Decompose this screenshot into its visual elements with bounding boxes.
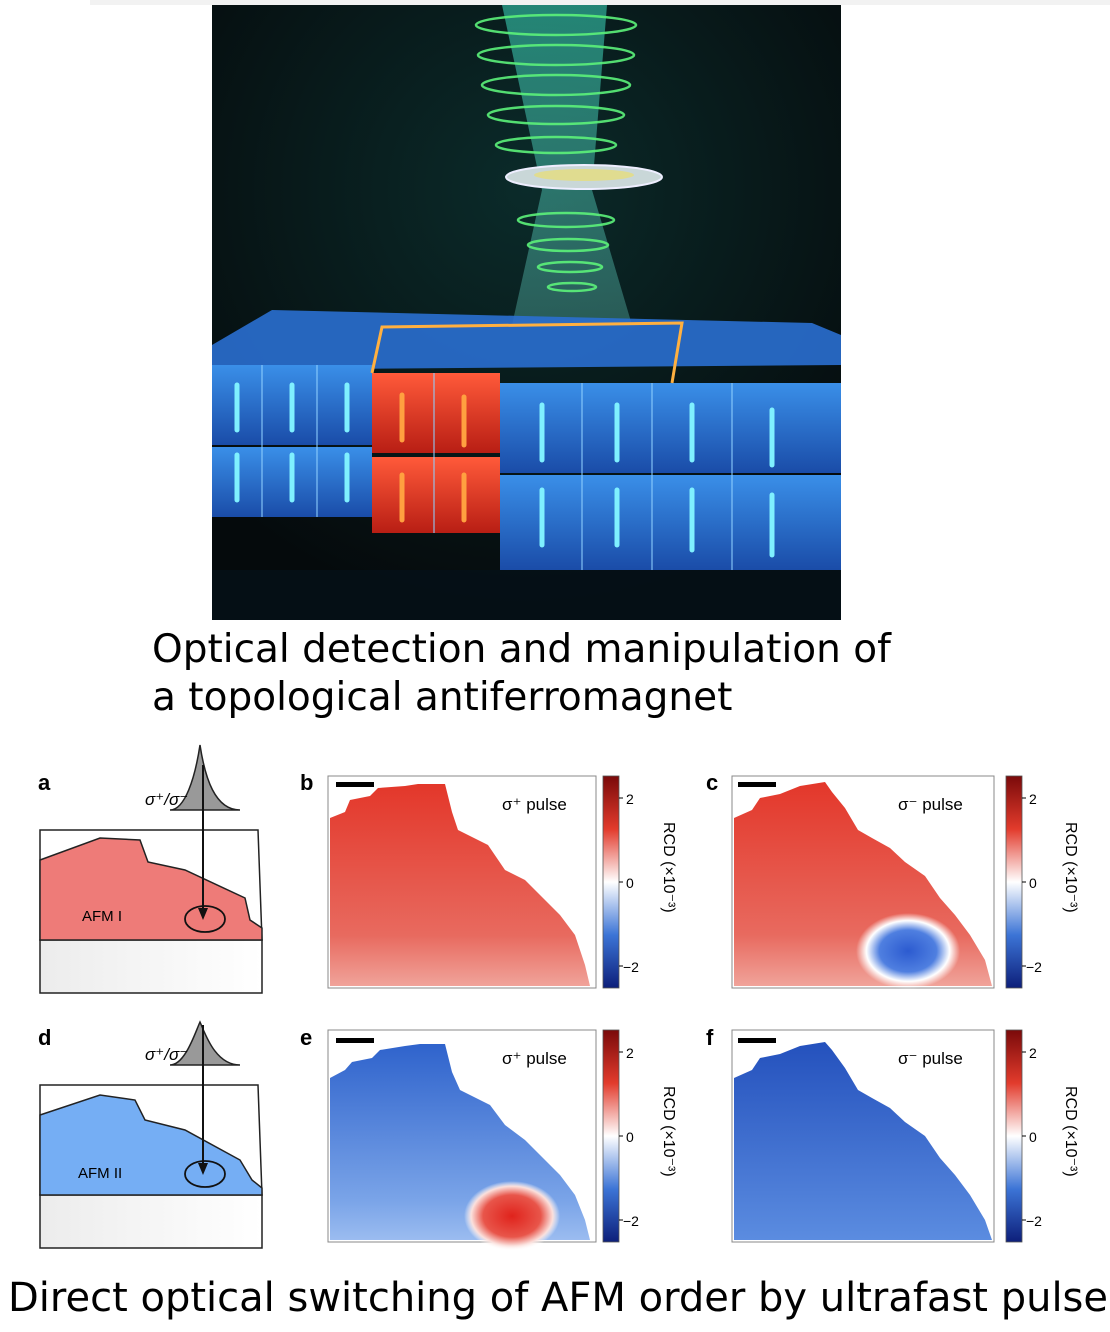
scale-bar (738, 1038, 776, 1043)
cbar-tick: −2 (623, 1213, 639, 1229)
figure-panels: a b c d e f σ⁺/σ⁻ AFM I σ⁺/σ⁻ AFM II σ⁺ … (38, 744, 1079, 1251)
afm-ii-label: AFM II (78, 1165, 122, 1182)
panel-letter-b: b (300, 770, 313, 795)
panel-letter-d: d (38, 1025, 51, 1050)
cbar-tick: 0 (626, 875, 634, 891)
map-f: σ⁻ pulse (731, 1029, 995, 1243)
cbar-tick: 2 (626, 1045, 634, 1061)
cbar-label: RCD (×10⁻³) (660, 822, 677, 913)
map-e: σ⁺ pulse (327, 1029, 597, 1251)
panel-letter-e: e (300, 1025, 312, 1050)
colorbar-bottom-left: 2 0 −2 RCD (×10⁻³) (602, 1029, 677, 1243)
pulse-icon (169, 1020, 241, 1066)
switched-spot-c (856, 913, 960, 989)
cbar-tick: −2 (1026, 959, 1042, 975)
figure-caption: Direct optical switching of AFM order by… (8, 1275, 1108, 1321)
spot-outline (184, 905, 226, 933)
panel-letter-a: a (38, 770, 51, 795)
crystal-top (212, 310, 841, 370)
cbar-tick: 0 (626, 1129, 634, 1145)
cbar-label: RCD (×10⁻³) (1062, 822, 1079, 913)
spot-outline (184, 1160, 226, 1188)
pulse-icon (169, 744, 241, 811)
map-title-e: σ⁺ pulse (502, 1049, 567, 1068)
afm-i-label: AFM I (82, 908, 122, 925)
afm-ii-domain (39, 1094, 263, 1196)
cbar-tick: 2 (1029, 791, 1037, 807)
cbar-label: RCD (×10⁻³) (660, 1086, 677, 1177)
cbar-tick: −2 (623, 959, 639, 975)
colorbar-top-right: 2 0 −2 RCD (×10⁻³) (1005, 775, 1079, 989)
map-title-c: σ⁻ pulse (898, 795, 963, 814)
helix-light (474, 13, 638, 293)
scale-bar (738, 782, 776, 787)
cbar-label: RCD (×10⁻³) (1062, 1086, 1079, 1177)
map-c: σ⁻ pulse (731, 775, 995, 989)
top-strip (90, 0, 1110, 5)
hero-illustration (212, 5, 841, 620)
map-title-b: σ⁺ pulse (502, 795, 567, 814)
cbar-tick: 0 (1029, 1129, 1037, 1145)
map-b: σ⁺ pulse (327, 775, 597, 989)
map-title-f: σ⁻ pulse (898, 1049, 963, 1068)
panel-letter-f: f (706, 1025, 714, 1050)
colorbar-top-left: 2 0 −2 RCD (×10⁻³) (602, 775, 677, 989)
switched-spot-e (464, 1181, 560, 1251)
hero-caption-line-2: a topological antiferromagnet (152, 675, 733, 720)
pulse-label-a: σ⁺/σ⁻ (145, 790, 188, 809)
pulse-label-d: σ⁺/σ⁻ (145, 1045, 188, 1064)
panel-letter-c: c (706, 770, 718, 795)
cbar-tick: 2 (626, 791, 634, 807)
colorbar-bottom-right: 2 0 −2 RCD (×10⁻³) (1005, 1029, 1079, 1243)
schematic-a: σ⁺/σ⁻ AFM I (39, 744, 263, 994)
cbar-tick: 2 (1029, 1045, 1037, 1061)
scale-bar (336, 1038, 374, 1043)
hero-caption-line-1: Optical detection and manipulation of (152, 627, 891, 672)
cbar-tick: −2 (1026, 1213, 1042, 1229)
scale-bar (336, 782, 374, 787)
spin-arrows (234, 382, 775, 558)
schematic-d: σ⁺/σ⁻ AFM II (39, 1020, 263, 1249)
cbar-tick: 0 (1029, 875, 1037, 891)
afm-i-domain (39, 837, 263, 941)
hero-caption: Optical detection and manipulation of a … (152, 626, 891, 722)
